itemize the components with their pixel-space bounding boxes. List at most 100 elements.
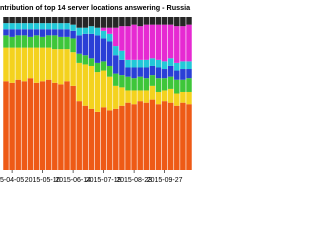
bar-segment (155, 91, 162, 105)
bar-segment (131, 78, 137, 91)
bar-segment (3, 35, 9, 48)
bar-segment (131, 59, 137, 68)
bar-segment (119, 87, 125, 106)
bar-segment (125, 59, 131, 68)
bar-segment (143, 90, 150, 103)
bar-segment (64, 17, 70, 24)
bar-segment (180, 102, 186, 170)
bar-segment (106, 27, 113, 34)
bar-segment (45, 17, 52, 24)
bar-segment (88, 108, 95, 170)
bar-segment (167, 17, 174, 25)
x-tick-label: 2015-05-10 (25, 177, 61, 184)
bar-segment (106, 41, 113, 66)
bar-segment (113, 17, 119, 28)
bar-segment (113, 108, 119, 170)
bar-segment (174, 26, 180, 63)
bar-segment (88, 17, 95, 27)
bar-segment (70, 30, 76, 39)
bar-segment (143, 78, 150, 91)
bar-segment (174, 93, 180, 106)
bar-segment (45, 23, 52, 30)
bar-segment (21, 17, 28, 24)
bar-segment (180, 17, 186, 27)
bar-segment (88, 58, 95, 66)
bar-segment (88, 65, 95, 109)
bar-segment (149, 99, 156, 170)
bar-segment (52, 82, 58, 170)
bar-segment (70, 38, 76, 53)
x-tick-label: 2015-09-27 (147, 177, 183, 184)
bar-segment (137, 26, 143, 60)
bar-segment (155, 104, 162, 170)
bar-segment (21, 81, 28, 170)
bar-segment (82, 27, 89, 34)
bar-segment (119, 17, 125, 27)
bar-segment (9, 82, 15, 170)
bar-segment (52, 23, 58, 30)
bar-segment (21, 35, 28, 48)
bar-segment (131, 67, 137, 79)
bar-segment (82, 105, 89, 170)
bar-segment (52, 49, 58, 83)
bar-segment (82, 33, 89, 56)
bar-segment (100, 107, 107, 170)
bar-segment (100, 70, 107, 108)
bar-segment (155, 59, 162, 68)
bar-segment (143, 59, 150, 68)
bar-segment (125, 17, 131, 27)
bar-segment (33, 82, 40, 170)
bar-segment (27, 17, 34, 24)
bar-segment (21, 29, 28, 36)
bar-segment (161, 17, 168, 25)
bar-segment (33, 35, 40, 48)
bar-segment (186, 17, 192, 25)
bar-segment (137, 67, 143, 77)
bar-segment (76, 35, 82, 54)
bar-segment (137, 59, 143, 68)
bar-segment (186, 69, 192, 79)
bar-segment (27, 78, 34, 170)
bar-segment (143, 24, 150, 60)
bar-segment (125, 102, 131, 170)
bar-segment (113, 85, 119, 109)
bar-segment (137, 17, 143, 27)
bar-segment (58, 17, 64, 24)
bar-segment (70, 85, 76, 170)
bar-segment (113, 46, 119, 56)
bar-segment (27, 29, 34, 37)
bar-segment (94, 35, 101, 63)
bar-segment (167, 65, 174, 77)
bar-segment (33, 23, 40, 30)
bar-segment (94, 72, 101, 112)
bar-segment (167, 88, 174, 103)
bar-segment (45, 79, 52, 170)
bar-segment (33, 17, 40, 24)
bar-segment (167, 76, 174, 89)
bar-segment (27, 47, 34, 79)
bar-segment (119, 105, 125, 170)
bar-segment (100, 27, 107, 31)
bar-segment (155, 78, 162, 92)
bar-segment (15, 23, 21, 30)
bar-segment (100, 38, 107, 62)
bar-segment (64, 49, 70, 82)
bar-segment (94, 27, 101, 36)
bar-segment (106, 17, 113, 28)
bar-segment (131, 24, 137, 60)
bar-segment (119, 59, 125, 76)
bar-segment (113, 73, 119, 86)
bar-segment (94, 62, 101, 73)
bar-segment (21, 47, 28, 82)
bar-segment (64, 36, 70, 50)
bar-segment (137, 90, 143, 102)
bar-segment (186, 78, 192, 92)
bar-segment (70, 52, 76, 86)
bar-segment (82, 55, 89, 65)
x-tick-label: 5-04-05 (0, 177, 24, 184)
bar-segment (9, 36, 15, 48)
bar-segment (125, 76, 131, 91)
bar-segment (82, 17, 89, 28)
bar-segment (3, 29, 9, 36)
bar-segment (88, 33, 95, 59)
